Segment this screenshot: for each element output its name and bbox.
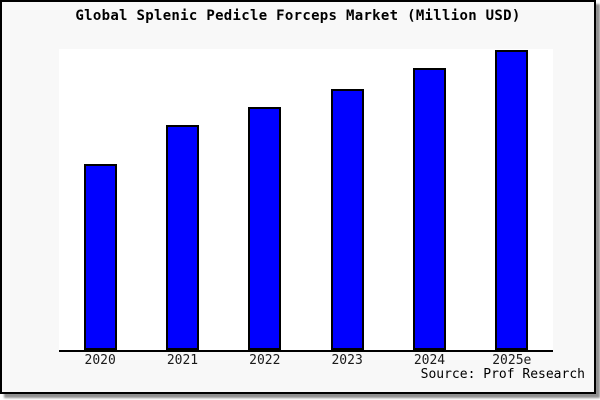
chart-title: Global Splenic Pedicle Forceps Market (M… xyxy=(75,8,521,24)
bar-2021 xyxy=(165,125,199,350)
bar-slot-2024 xyxy=(388,68,470,350)
bar-slot-2025e xyxy=(471,50,553,350)
bar-slot-2023 xyxy=(306,89,388,350)
xtick-2021: 2021 xyxy=(166,353,199,368)
bar-2024 xyxy=(412,68,446,350)
xtick-2022: 2022 xyxy=(249,353,281,368)
xtick-2020: 2020 xyxy=(84,353,116,368)
source-note: Source: Prof Research xyxy=(420,367,585,382)
bar-2023 xyxy=(330,89,364,350)
plot-area xyxy=(59,49,553,352)
bar-slot-2021 xyxy=(141,125,223,350)
x-axis-tick-labels: 2020 2021 2022 2023 2024 2025e xyxy=(59,353,553,368)
bar-slot-2022 xyxy=(224,107,306,350)
chart-figure: Global Splenic Pedicle Forceps Market (M… xyxy=(0,0,596,394)
bar-2022 xyxy=(248,107,282,350)
bar-2025e xyxy=(495,50,529,350)
bar-2020 xyxy=(83,164,117,350)
xtick-2023: 2023 xyxy=(331,353,363,368)
xtick-2025e: 2025e xyxy=(492,353,532,368)
bar-slot-2020 xyxy=(59,164,141,350)
xtick-2024: 2024 xyxy=(413,353,446,368)
